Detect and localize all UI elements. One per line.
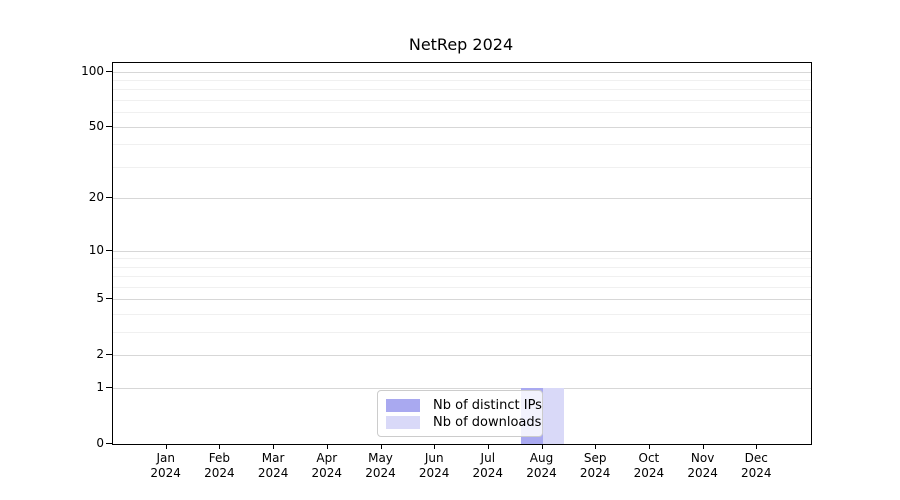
x-tick-month: Nov	[690, 451, 715, 465]
gridline-minor	[113, 166, 811, 168]
gridline-major	[113, 250, 811, 252]
gridline-major	[113, 355, 811, 357]
x-tick-label: Apr 2024	[295, 451, 359, 481]
y-tick-mark	[106, 443, 112, 444]
x-tick-mark	[219, 444, 221, 449]
x-tick-month: Jul	[480, 451, 496, 465]
gridline-minor	[113, 332, 811, 334]
x-tick-label: Oct 2024	[617, 451, 681, 481]
x-tick-label: Sep 2024	[563, 451, 627, 481]
x-tick-month: Oct	[638, 451, 660, 465]
x-tick-mark	[165, 444, 167, 449]
x-tick-year: 2024	[365, 466, 396, 480]
y-tick-mark	[106, 125, 112, 127]
x-tick-month: Aug	[529, 451, 554, 465]
legend-item-distinct-ips: Nb of distinct IPs	[386, 397, 542, 413]
x-tick-label: Aug 2024	[510, 451, 574, 481]
x-tick-year: 2024	[687, 466, 718, 480]
x-tick-label: Dec 2024	[724, 451, 788, 481]
bar-downloads	[542, 388, 564, 444]
chart-title: NetRep 2024	[408, 35, 514, 54]
y-tick-label: 5	[96, 291, 104, 306]
gridline-major	[113, 71, 811, 73]
x-tick-year: 2024	[311, 466, 343, 480]
y-tick-label: 2	[96, 347, 104, 362]
gridline-minor	[113, 286, 811, 288]
y-tick-mark	[106, 298, 112, 300]
x-tick-label: May 2024	[349, 451, 413, 481]
plot-area	[112, 62, 812, 445]
y-tick-mark	[106, 249, 112, 251]
x-tick-mark	[541, 444, 543, 449]
legend-item-downloads: Nb of downloads	[386, 414, 541, 430]
x-tick-year: 2024	[633, 466, 665, 480]
x-tick-label: Mar 2024	[241, 451, 305, 481]
x-tick-year: 2024	[472, 466, 504, 480]
gridline-major	[113, 126, 811, 128]
x-tick-label: Jun 2024	[402, 451, 466, 481]
legend: Nb of distinct IPs Nb of downloads	[377, 390, 543, 437]
x-tick-mark	[487, 444, 489, 449]
gridline-minor	[113, 79, 811, 81]
x-tick-label: Jul 2024	[456, 451, 520, 481]
x-tick-month: Jan	[156, 451, 175, 465]
gridline-minor	[113, 89, 811, 91]
gridline-minor	[113, 99, 811, 101]
x-tick-month: Mar	[261, 451, 285, 465]
y-tick-label: 10	[88, 242, 104, 257]
x-tick-mark	[326, 444, 328, 449]
x-tick-mark	[648, 444, 650, 449]
x-tick-month: Sep	[583, 451, 607, 465]
x-tick-month: Jun	[424, 451, 444, 465]
gridline-minor	[113, 276, 811, 278]
x-tick-month: Apr	[316, 451, 338, 465]
gridline-minor	[113, 144, 811, 146]
legend-swatch-downloads	[386, 415, 420, 429]
x-tick-year: 2024	[150, 466, 181, 480]
x-tick-mark	[380, 444, 382, 449]
gridline-minor	[113, 314, 811, 316]
x-tick-month: Feb	[208, 451, 231, 465]
y-tick-label: 0	[96, 436, 104, 450]
x-tick-month: Dec	[744, 451, 768, 465]
y-tick-label: 1	[96, 380, 104, 395]
x-tick-year: 2024	[204, 466, 235, 480]
y-tick-mark	[106, 70, 112, 72]
gridline-minor	[113, 258, 811, 260]
x-tick-month: May	[368, 451, 393, 465]
x-tick-mark	[434, 444, 436, 449]
y-tick-label: 100	[81, 63, 104, 78]
gridline-major	[113, 198, 811, 200]
gridline-minor	[113, 266, 811, 268]
y-tick-label: 20	[88, 190, 104, 205]
x-tick-label: Jan 2024	[134, 451, 198, 481]
legend-label-distinct-ips: Nb of distinct IPs	[433, 397, 542, 413]
x-tick-label: Feb 2024	[187, 451, 251, 481]
x-tick-mark	[595, 444, 597, 449]
legend-swatch-distinct-ips	[386, 398, 420, 412]
x-tick-mark	[273, 444, 275, 449]
gridline-major	[113, 299, 811, 301]
x-tick-year: 2024	[526, 466, 557, 480]
legend-label-downloads: Nb of downloads	[433, 414, 542, 430]
x-tick-mark	[702, 444, 704, 449]
x-tick-year: 2024	[418, 466, 450, 480]
x-tick-year: 2024	[257, 466, 289, 480]
gridline-minor	[113, 112, 811, 114]
y-tick-mark	[106, 387, 112, 389]
gridline-major	[113, 388, 811, 390]
y-tick-mark	[106, 354, 112, 356]
x-tick-mark	[756, 444, 758, 449]
x-tick-year: 2024	[579, 466, 611, 480]
x-tick-label: Nov 2024	[671, 451, 735, 481]
x-tick-year: 2024	[741, 466, 772, 480]
y-tick-label: 50	[88, 118, 104, 133]
y-tick-mark	[106, 197, 112, 199]
